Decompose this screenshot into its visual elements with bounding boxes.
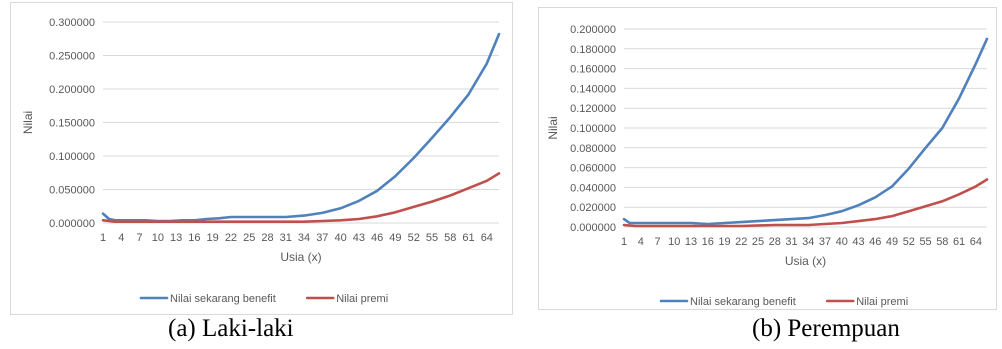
x-tick-label: 28 (261, 232, 273, 244)
x-tick-label: 58 (444, 232, 456, 244)
y-tick-label: 0.150000 (49, 118, 95, 130)
caption-perempuan: (b) Perempuan (752, 315, 900, 342)
chart-perempuan: 0.000000 0.020000 0.040000 0.060000 0.080000… (546, 24, 989, 308)
series-line-nilai-premi (101, 172, 501, 223)
x-tick-label: 52 (408, 232, 420, 244)
x-tick-label: 40 (836, 236, 848, 248)
x-tick-label: 22 (735, 236, 747, 248)
x-tick-label: 37 (819, 236, 831, 248)
y-axis-title: Nilai (546, 116, 560, 139)
x-tick-label: 19 (718, 236, 730, 248)
x-tick-label: 1 (621, 236, 627, 248)
x-tick-label: 28 (769, 236, 781, 248)
x-tick-label: 55 (919, 236, 931, 248)
x-tick-label: 19 (207, 232, 219, 244)
y-tick-label: 0.250000 (49, 51, 95, 63)
x-tick-label: 34 (802, 236, 814, 248)
y-tick-label: 0.060000 (570, 163, 616, 175)
y-tick-label: 0.100000 (570, 123, 616, 135)
x-tick-label: 40 (334, 232, 346, 244)
y-tick-label: 0.100000 (49, 151, 95, 163)
x-tick-label: 31 (785, 236, 797, 248)
x-tick-label: 34 (298, 232, 310, 244)
x-tick-label: 25 (243, 232, 255, 244)
chart-panel-laki-laki: 0.000000 0.050000 0.100000 0.150000 0.200000… (10, 2, 513, 315)
x-tick-label: 1 (100, 232, 106, 244)
y-tick-label: 0.020000 (570, 202, 616, 214)
y-tick-label: 0.000000 (570, 222, 616, 234)
x-tick-label: 7 (136, 232, 142, 244)
x-tick-label: 49 (389, 232, 401, 244)
series-line-nilai-sekarang-benefit (101, 32, 501, 223)
y-tick-label: 0.080000 (570, 143, 616, 155)
x-tick-label: 4 (638, 236, 644, 248)
y-tick-label: 0.180000 (570, 44, 616, 56)
x-axis-title: Usia (x) (280, 250, 321, 264)
x-tick-label: 46 (371, 232, 383, 244)
x-tick-label: 25 (752, 236, 764, 248)
x-tick-label: 43 (852, 236, 864, 248)
y-tick-label: 0.120000 (570, 103, 616, 115)
y-tick-label: 0.050000 (49, 185, 95, 197)
y-tick-label: 0.200000 (570, 24, 616, 36)
x-tick-label: 13 (685, 236, 697, 248)
series-line-nilai-sekarang-benefit (622, 37, 989, 226)
y-axis-title: Nilai (21, 111, 35, 134)
x-tick-label: 37 (316, 232, 328, 244)
x-tick-label: 52 (903, 236, 915, 248)
x-tick-label: 10 (152, 232, 164, 244)
x-tick-label: 64 (970, 236, 982, 248)
legend-label: Nilai sekarang benefit (690, 296, 796, 308)
y-tick-label: 0.300000 (49, 17, 95, 29)
x-tick-label: 61 (462, 232, 474, 244)
y-tick-label: 0.200000 (49, 84, 95, 96)
y-tick-label: 0.160000 (570, 64, 616, 76)
x-tick-label: 58 (936, 236, 948, 248)
x-tick-label: 46 (869, 236, 881, 248)
x-tick-label: 16 (188, 232, 200, 244)
x-tick-label: 43 (353, 232, 365, 244)
y-tick-label: 0.000000 (49, 218, 95, 230)
y-tick-label: 0.040000 (570, 182, 616, 194)
legend-label: Nilai sekarang benefit (170, 293, 276, 305)
x-tick-label: 4 (118, 232, 124, 244)
x-tick-label: 61 (953, 236, 965, 248)
x-tick-label: 49 (886, 236, 898, 248)
y-tick-label: 0.140000 (570, 83, 616, 95)
x-tick-label: 22 (225, 232, 237, 244)
legend-label: Nilai premi (856, 296, 908, 308)
chart-laki-laki: 0.000000 0.050000 0.100000 0.150000 0.200000… (21, 17, 501, 305)
series-line-nilai-premi (622, 178, 989, 228)
chart-panel-perempuan: 0.000000 0.020000 0.040000 0.060000 0.080000… (538, 7, 997, 310)
x-tick-label: 13 (170, 232, 182, 244)
caption-laki-laki: (a) Laki-laki (168, 315, 294, 342)
x-tick-label: 64 (481, 232, 493, 244)
x-tick-label: 31 (280, 232, 292, 244)
x-tick-label: 7 (654, 236, 660, 248)
x-tick-label: 55 (426, 232, 438, 244)
x-tick-label: 10 (668, 236, 680, 248)
x-tick-label: 16 (702, 236, 714, 248)
x-axis-title: Usia (x) (785, 254, 826, 268)
legend-label: Nilai premi (336, 293, 388, 305)
